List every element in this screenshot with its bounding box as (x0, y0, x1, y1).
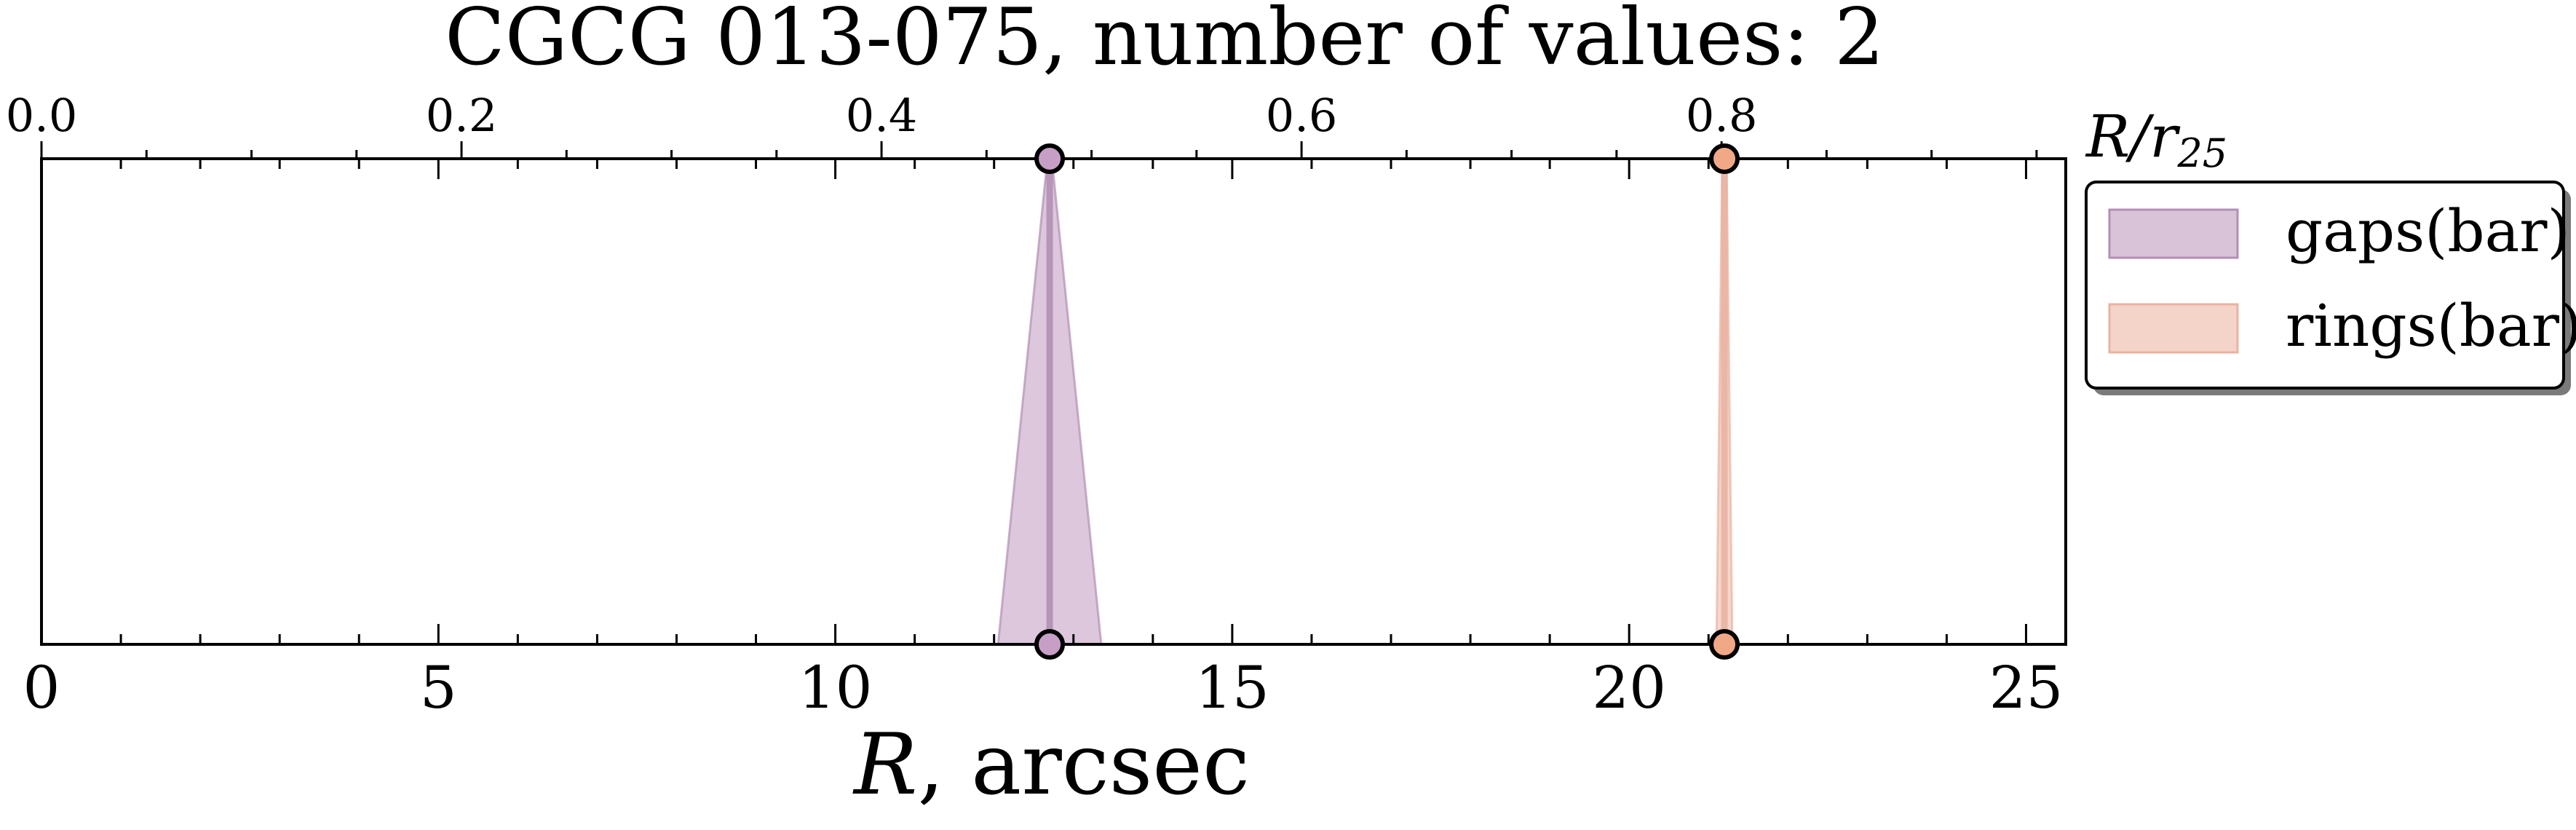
x-tick-label: 0 (23, 654, 60, 722)
series-marker-top-1 (1709, 143, 1740, 174)
top-tick-label: 0.4 (846, 89, 918, 142)
top-axis-label-base: R/r (2085, 103, 2181, 170)
series-marker-bottom-1 (1709, 629, 1740, 660)
bottom-axis: 0 5 10 15 20 25 (23, 159, 2064, 722)
legend-label-gaps: gaps(bar) (2286, 197, 2570, 265)
top-tick-label: 0.0 (6, 89, 78, 142)
x-axis-label-symbol: R (852, 716, 917, 814)
x-tick-label: 15 (1195, 654, 1269, 722)
top-axis-label-subscript: 25 (2176, 130, 2227, 176)
legend-label-rings: rings(bar) (2286, 292, 2576, 360)
series-marks (996, 157, 1734, 646)
top-axis-label: R/r25 (2085, 103, 2227, 176)
top-tick-label: 0.8 (1686, 89, 1758, 142)
x-axis-label-unit: , arcsec (917, 716, 1249, 814)
x-tick-label: 10 (798, 654, 873, 722)
chart-title: CGCG 013-075, number of values: 2 (445, 0, 1885, 83)
x-axis-label: R, arcsec (852, 716, 1250, 814)
series-marker-top-0 (1034, 143, 1066, 174)
legend-swatch-gaps (2108, 208, 2239, 259)
top-tick-label: 0.2 (426, 89, 498, 142)
x-tick-label: 5 (420, 654, 457, 722)
legend-swatch-rings (2108, 303, 2239, 354)
top-axis: 0.0 0.2 0.4 0.6 0.8 (6, 89, 2038, 159)
series-markers (1034, 143, 1740, 660)
series-marker-bottom-0 (1034, 629, 1066, 660)
top-tick-label: 0.6 (1266, 89, 1338, 142)
x-tick-label: 25 (1989, 654, 2064, 722)
x-tick-label: 20 (1592, 654, 1666, 722)
legend: gaps(bar) rings(bar) (2085, 181, 2576, 395)
